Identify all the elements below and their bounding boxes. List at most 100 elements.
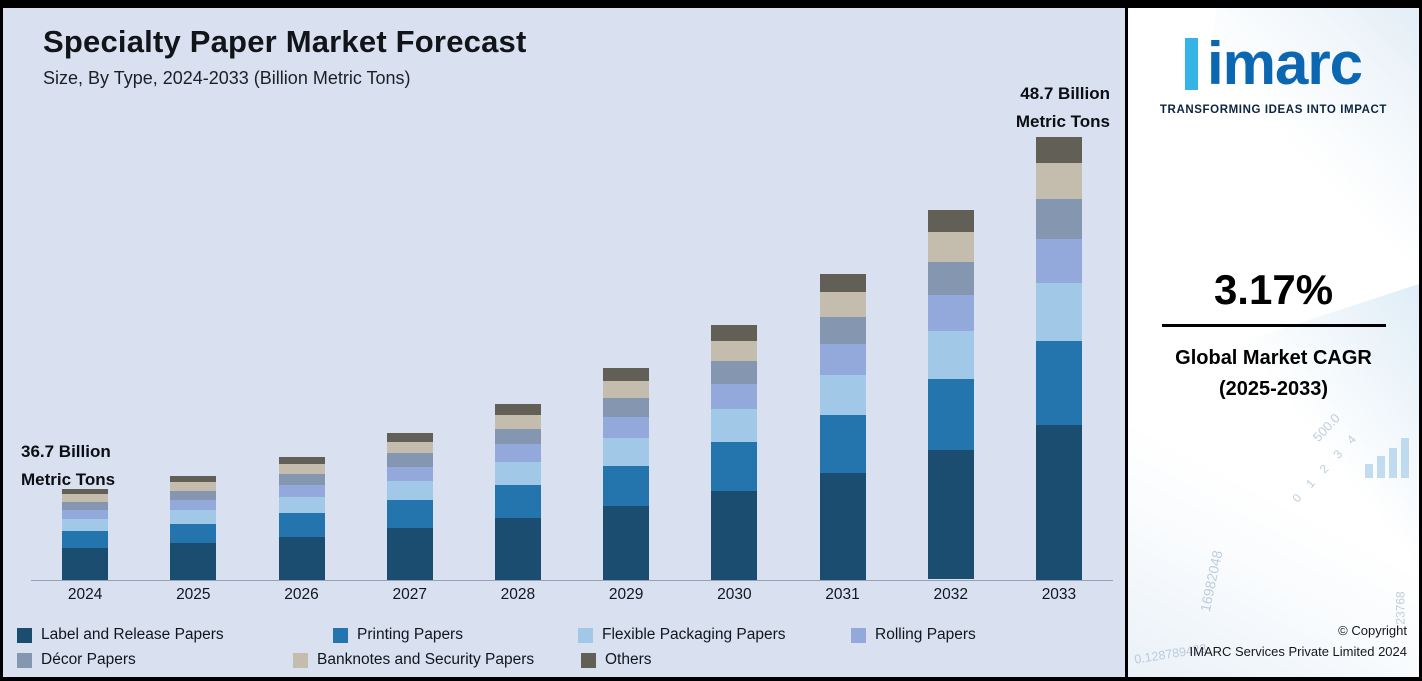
bar-segment-rolling-papers <box>170 499 217 511</box>
bar-2026 <box>278 457 325 580</box>
page-title: Specialty Paper Market Forecast <box>43 24 527 59</box>
legend-item-others: Others <box>581 651 652 669</box>
chart-header: Specialty Paper Market Forecast Size, By… <box>43 24 526 89</box>
decorative-number-0: 500.0 <box>1309 410 1343 445</box>
bar-segment-others <box>170 476 217 483</box>
bar-segment-rolling-papers <box>603 416 650 438</box>
legend-label-d-cor-papers: Décor Papers <box>41 651 136 668</box>
bar-segment-label-and-release-papers <box>819 472 866 580</box>
bar-segment-rolling-papers <box>62 509 109 519</box>
annotation-last-line1: 48.7 Billion <box>1020 84 1110 103</box>
decorative-minibar-chart-icon <box>1365 438 1409 478</box>
legend-row-1: Label and Release Papers Printing Papers F… <box>17 626 1119 644</box>
bar-segment-flexible-packaging-papers <box>278 497 325 514</box>
bar-2031 <box>819 274 866 580</box>
decorative-number-1: 0 1 2 3 4 <box>1289 428 1363 506</box>
cagr-underline <box>1161 324 1386 327</box>
bar-2029 <box>603 368 650 580</box>
bar-segment-d-cor-papers <box>603 397 650 417</box>
copyright-line2: IMARC Services Private Limited 2024 <box>1189 644 1407 660</box>
bar-segment-others <box>386 433 433 442</box>
legend-item-rolling-papers: Rolling Papers <box>851 626 976 644</box>
bar-segment-printing-papers <box>278 513 325 537</box>
bar-segment-rolling-papers <box>1035 238 1082 284</box>
bar-segment-banknotes-and-security-papers <box>170 482 217 491</box>
legend-label-rolling-papers: Rolling Papers <box>875 626 976 643</box>
bar-segment-banknotes-and-security-papers <box>62 494 109 502</box>
bar-segment-flexible-packaging-papers <box>819 375 866 415</box>
bar-segment-flexible-packaging-papers <box>1035 283 1082 341</box>
bar-segment-flexible-packaging-papers <box>711 409 758 443</box>
brand-panel: 500.0 0 1 2 3 4 16982048 0.128789423 237… <box>1125 8 1419 677</box>
bar-segment-banknotes-and-security-papers <box>819 292 866 317</box>
bar-segment-printing-papers <box>927 379 974 450</box>
bar-segment-others <box>603 368 650 381</box>
bar-segment-d-cor-papers <box>170 490 217 500</box>
bar-segment-printing-papers <box>1035 340 1082 426</box>
bar-segment-printing-papers <box>603 465 650 507</box>
copyright-line1: © Copyright <box>1338 623 1407 639</box>
bar-segment-others <box>62 489 109 495</box>
x-axis-label-2026: 2026 <box>284 586 319 603</box>
x-axis-label-2033: 2033 <box>1041 586 1077 603</box>
bar-segment-d-cor-papers <box>386 453 433 467</box>
bar-segment-banknotes-and-security-papers <box>927 231 974 262</box>
bar-segment-d-cor-papers <box>711 360 758 384</box>
legend-swatch-d-cor-papers <box>17 652 32 668</box>
bar-segment-rolling-papers <box>494 444 541 462</box>
bar-2032 <box>927 210 974 580</box>
annotation-first-line2: Metric Tons <box>21 470 116 489</box>
bar-segment-banknotes-and-security-papers <box>278 464 325 474</box>
cagr-block: 3.17% Global Market CAGR (2025-2033) <box>1128 266 1419 405</box>
x-axis-label-2027: 2027 <box>392 586 427 603</box>
bar-segment-d-cor-papers <box>819 316 866 345</box>
bar-2028 <box>494 404 541 580</box>
bar-segment-printing-papers <box>711 442 758 491</box>
bar-segment-printing-papers <box>494 484 541 519</box>
x-axis-label-2025: 2025 <box>176 586 211 603</box>
imarc-logo: imarc TRANSFORMING IDEAS INTO IMPACT <box>1128 34 1419 117</box>
bar-segment-rolling-papers <box>386 466 433 482</box>
decorative-number-2: 16982048 <box>1196 548 1226 614</box>
bar-segment-rolling-papers <box>819 344 866 376</box>
bar-segment-others <box>711 325 758 341</box>
cagr-label-line1: Global Market CAGR <box>1175 347 1372 369</box>
legend-swatch-banknotes-and-security-papers <box>293 652 308 668</box>
copyright: © Copyright IMARC Services Private Limit… <box>1190 621 1407 663</box>
bar-segment-d-cor-papers <box>62 501 109 510</box>
cagr-value: 3.17% <box>1213 266 1334 313</box>
bar-segment-banknotes-and-security-papers <box>386 441 433 454</box>
bar-segment-banknotes-and-security-papers <box>494 414 541 429</box>
x-axis-label-2032: 2032 <box>933 586 968 603</box>
bar-segment-d-cor-papers <box>278 473 325 485</box>
bar-segment-rolling-papers <box>278 484 325 498</box>
bar-segment-label-and-release-papers <box>711 490 758 580</box>
bar-segment-banknotes-and-security-papers <box>603 380 650 398</box>
x-axis-label-2029: 2029 <box>608 586 644 603</box>
legend-label-banknotes-and-security-papers: Banknotes and Security Papers <box>317 651 535 668</box>
bar-segment-flexible-packaging-papers <box>62 518 109 531</box>
bar-segment-banknotes-and-security-papers <box>1035 163 1082 199</box>
legend-item-d-cor-papers: Décor Papers <box>17 651 293 669</box>
bar-segment-d-cor-papers <box>1035 198 1082 239</box>
bar-segment-banknotes-and-security-papers <box>711 340 758 361</box>
legend-swatch-printing-papers <box>333 627 348 643</box>
legend-label-flexible-packaging-papers: Flexible Packaging Papers <box>602 626 786 643</box>
bar-2027 <box>386 433 433 580</box>
x-axis-labels: 2024 2025 2026 2027 2028 2029 2030 2031 2032 2033 <box>31 586 1113 604</box>
legend-label-others: Others <box>605 651 652 668</box>
page-subtitle: Size, By Type, 2024-2033 (Billion Metric… <box>43 68 411 88</box>
legend: Label and Release Papers Printing Papers F… <box>17 626 1119 676</box>
x-axis-label-2028: 2028 <box>500 586 536 603</box>
bar-segment-label-and-release-papers <box>1035 425 1082 580</box>
imarc-logo-bar-icon <box>1184 38 1198 90</box>
bar-segment-printing-papers <box>170 523 217 544</box>
bar-2025 <box>170 476 217 580</box>
bar-segment-rolling-papers <box>711 383 758 409</box>
legend-label-printing-papers: Printing Papers <box>357 626 463 643</box>
legend-item-flexible-packaging-papers: Flexible Packaging Papers <box>578 626 851 644</box>
cagr-label-line2: (2025-2033) <box>1219 378 1328 400</box>
bar-segment-d-cor-papers <box>927 261 974 295</box>
bar-segment-label-and-release-papers <box>494 518 541 580</box>
